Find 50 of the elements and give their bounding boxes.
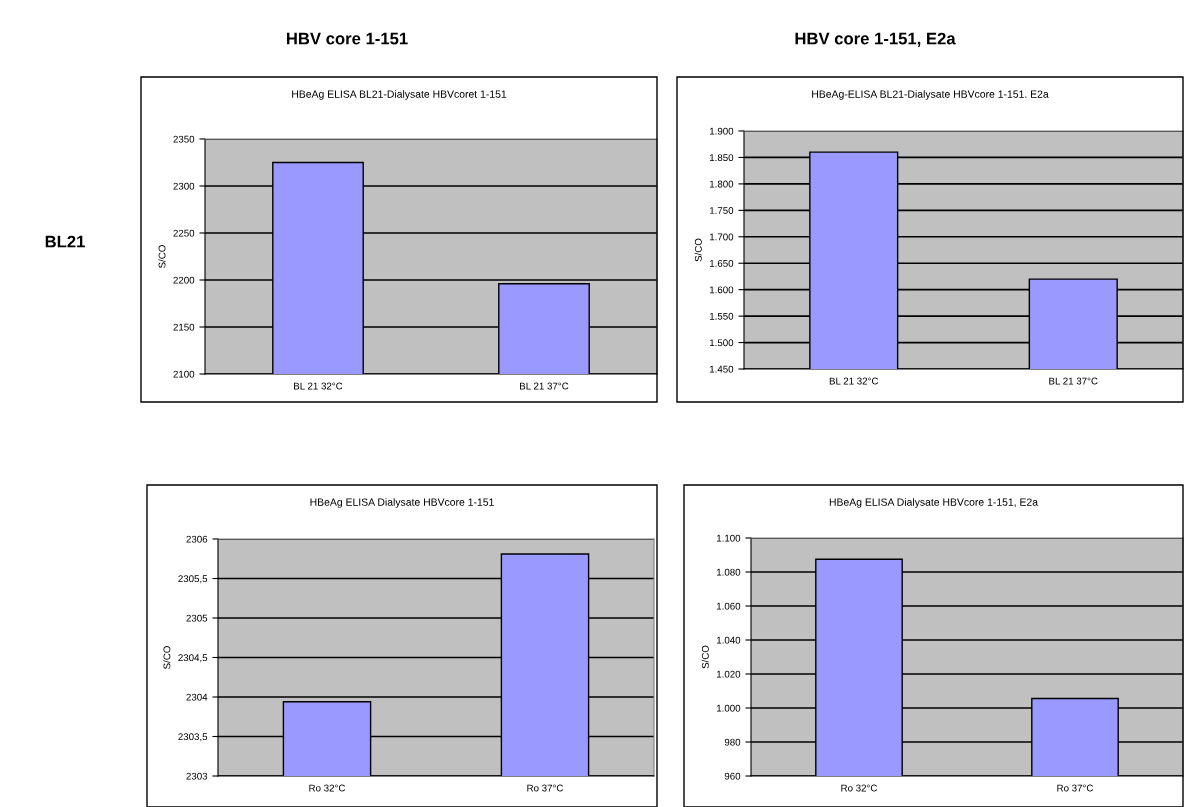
y-tick-label: 2250 <box>173 229 195 237</box>
y-axis-title: S/CO <box>701 645 709 669</box>
x-tick-label: BL 21 37°C <box>520 382 569 390</box>
y-tick-label: 1.040 <box>717 636 741 644</box>
y-tick-label: 2100 <box>173 370 195 378</box>
y-tick-label: 2306 <box>186 535 208 543</box>
y-tick-label: 2303,5 <box>178 733 208 742</box>
y-tick-label: 1.550 <box>710 312 734 320</box>
x-tick-label: BL 21 37°C <box>1049 377 1098 385</box>
y-tick-label: 1.900 <box>710 127 734 135</box>
y-tick-label: 1.700 <box>710 233 734 241</box>
y-tick-label: 980 <box>724 738 741 746</box>
y-axis-title: S/CO <box>163 646 171 669</box>
x-tick-label: BL 21 32°C <box>294 382 343 390</box>
y-tick-label: 2305,5 <box>178 575 208 584</box>
y-axis-title: S/CO <box>694 238 702 262</box>
y-tick-label: 1.450 <box>710 365 734 373</box>
x-tick-label: Ro 37°C <box>1057 784 1094 792</box>
chart-title: HBeAg-ELISA BL21-Dialysate HBVcore 1-151. E2a <box>812 90 1049 100</box>
x-tick-label: BL 21 32°C <box>829 377 879 385</box>
y-tick-label: 1.800 <box>710 180 734 188</box>
y-tick-label: 2304 <box>186 693 208 701</box>
y-tick-label: 2304,5 <box>178 654 208 663</box>
chart-title: HBeAg ELISA Dialysate HBVcore 1-151 <box>310 498 494 508</box>
y-tick-label: 1.060 <box>717 602 741 610</box>
y-tick-label: 2303 <box>186 772 208 780</box>
text: BL21 <box>45 235 85 248</box>
y-tick-label: 2305 <box>186 614 208 622</box>
y-tick-label: 2200 <box>173 276 195 284</box>
y-tick-label: 1.600 <box>710 286 734 294</box>
y-axis-title: S/CO <box>158 245 166 268</box>
y-tick-label: 1.080 <box>717 568 741 576</box>
x-tick-label: Ro 37°C <box>527 784 564 792</box>
y-tick-label: 2350 <box>173 135 195 143</box>
chart-title: HBeAg ELISA Dialysate HBVcore 1-151, E2a <box>829 498 1039 508</box>
y-tick-label: 2150 <box>173 323 195 331</box>
chart-title: HBeAg ELISA BL21-Dialysate HBVcoret 1-151 <box>292 90 507 100</box>
y-tick-label: 1.020 <box>717 670 741 678</box>
x-tick-label: Ro 32°C <box>841 784 878 792</box>
y-tick-label: 1.850 <box>710 154 734 162</box>
y-tick-label: 2300 <box>173 182 195 190</box>
y-tick-label: 1.500 <box>710 339 734 347</box>
text: HBV core 1-151 <box>286 32 408 45</box>
x-tick-label: Ro 32°C <box>309 784 346 792</box>
y-tick-label: 1.100 <box>717 534 741 542</box>
y-tick-label: 1.650 <box>710 259 734 267</box>
y-tick-label: 1.750 <box>710 207 734 214</box>
text: HBV core 1-151, E2a <box>795 32 956 47</box>
y-tick-label: 1.000 <box>717 704 741 712</box>
y-tick-label: 960 <box>724 772 741 780</box>
